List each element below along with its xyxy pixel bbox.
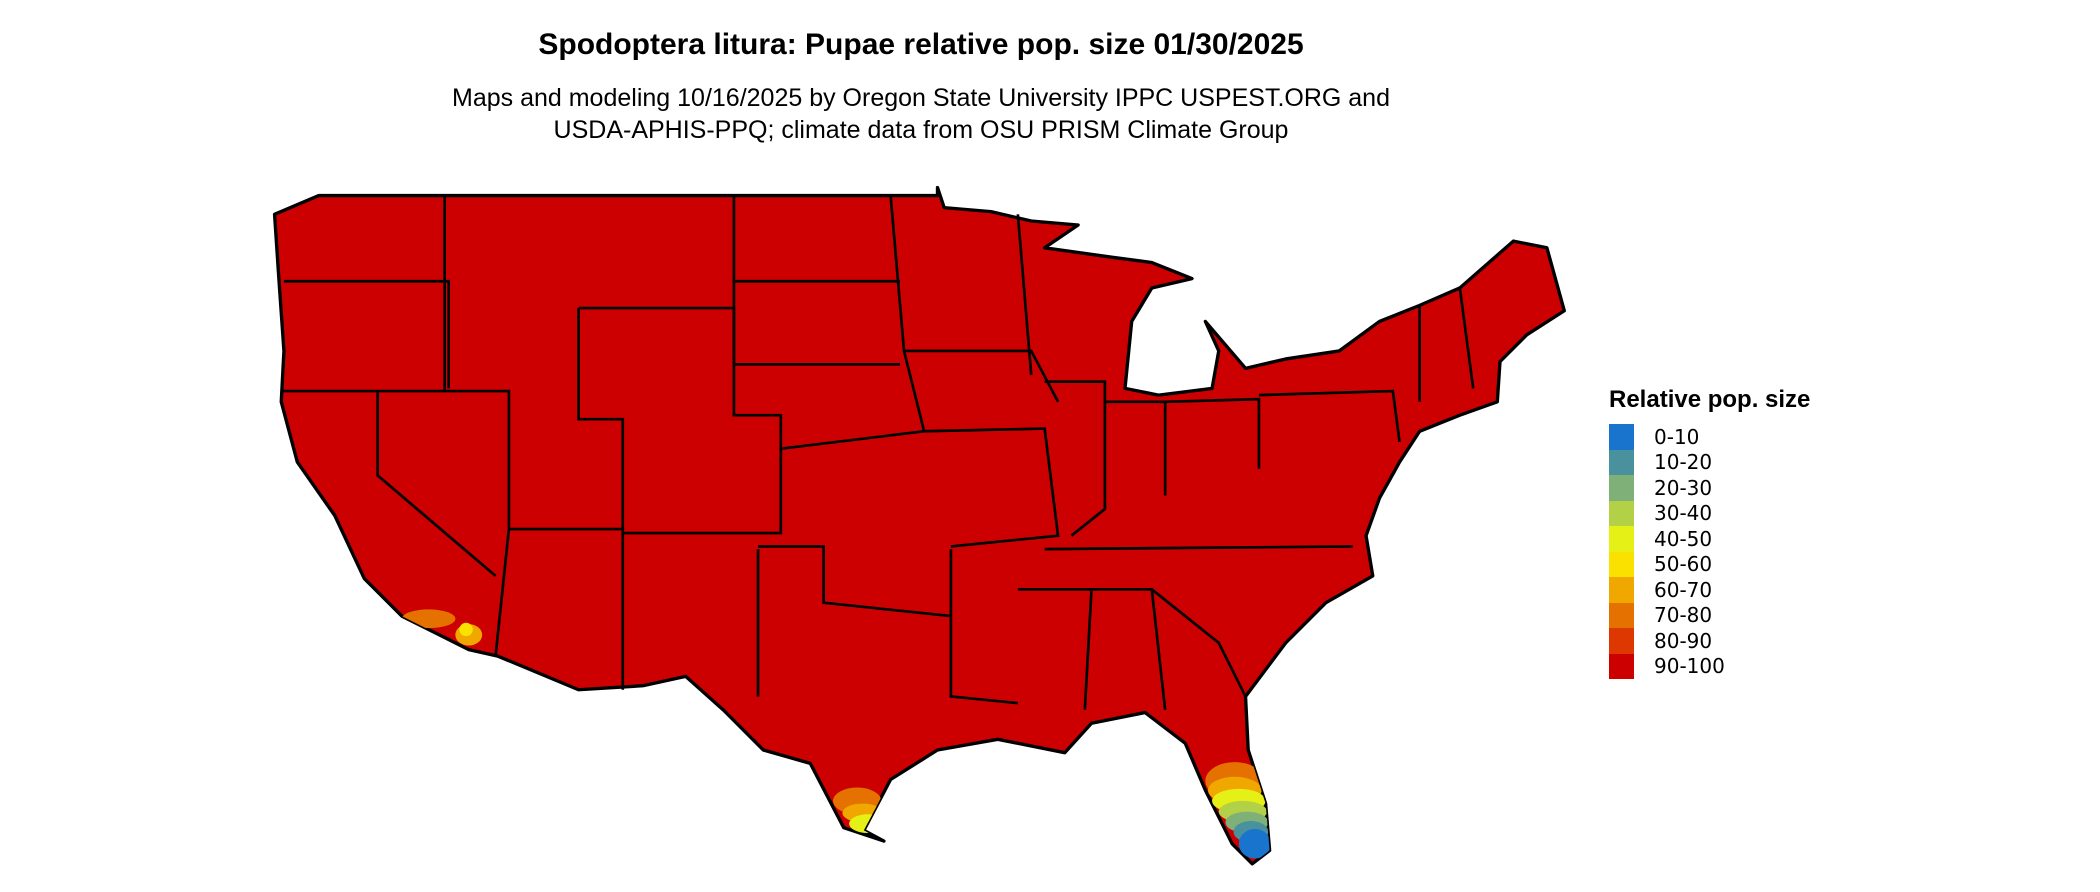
legend-label: 0-10: [1654, 424, 1700, 449]
legend-swatch: [1609, 602, 1634, 628]
legend-label: 60-70: [1654, 577, 1713, 602]
legend-item: 70-80: [1609, 602, 1810, 628]
legend-item: 40-50: [1609, 526, 1810, 552]
california-70-80: [401, 609, 456, 629]
legend-title: Relative pop. size: [1609, 386, 1811, 413]
legend-swatch: [1609, 475, 1634, 501]
legend-swatch: [1609, 500, 1634, 526]
map-subtitle-line1: Maps and modeling 10/16/2025 by Oregon S…: [452, 84, 1390, 112]
legend-label: 50-60: [1654, 552, 1713, 577]
legend-item: 10-20: [1609, 449, 1810, 475]
legend-item: 80-90: [1609, 628, 1810, 654]
legend-label: 70-80: [1654, 603, 1713, 628]
legend-swatch: [1609, 526, 1634, 552]
legend-item: 0-10: [1609, 424, 1810, 450]
legend-label: 40-50: [1654, 526, 1713, 551]
legend-swatch: [1609, 424, 1634, 450]
legend: Relative pop. size 0-10 10-20 20-30 30-40 40…: [1609, 386, 1810, 679]
california-50-60: [459, 622, 473, 637]
legend-label: 30-40: [1654, 501, 1713, 526]
us-outline: [272, 185, 1566, 866]
legend-label: 10-20: [1654, 450, 1713, 475]
legend-swatch: [1609, 551, 1634, 577]
legend-item: 50-60: [1609, 551, 1810, 577]
map-title: Spodoptera litura: Pupae relative pop. s…: [538, 28, 1304, 61]
legend-label: 20-30: [1654, 475, 1713, 500]
legend-swatch: [1609, 628, 1634, 654]
legend-item: 20-30: [1609, 475, 1810, 501]
florida-0-10: [1238, 829, 1271, 859]
legend-item: 60-70: [1609, 577, 1810, 603]
legend-swatch: [1609, 449, 1634, 475]
legend-label: 90-100: [1654, 654, 1725, 679]
legend-item: 90-100: [1609, 653, 1810, 679]
map-subtitle-line2: USDA-APHIS-PPQ; climate data from OSU PR…: [553, 116, 1289, 144]
legend-swatch: [1609, 653, 1634, 679]
legend-swatch: [1609, 577, 1634, 603]
legend-item: 30-40: [1609, 500, 1810, 526]
legend-label: 80-90: [1654, 628, 1713, 653]
state-borders: [281, 195, 1475, 710]
